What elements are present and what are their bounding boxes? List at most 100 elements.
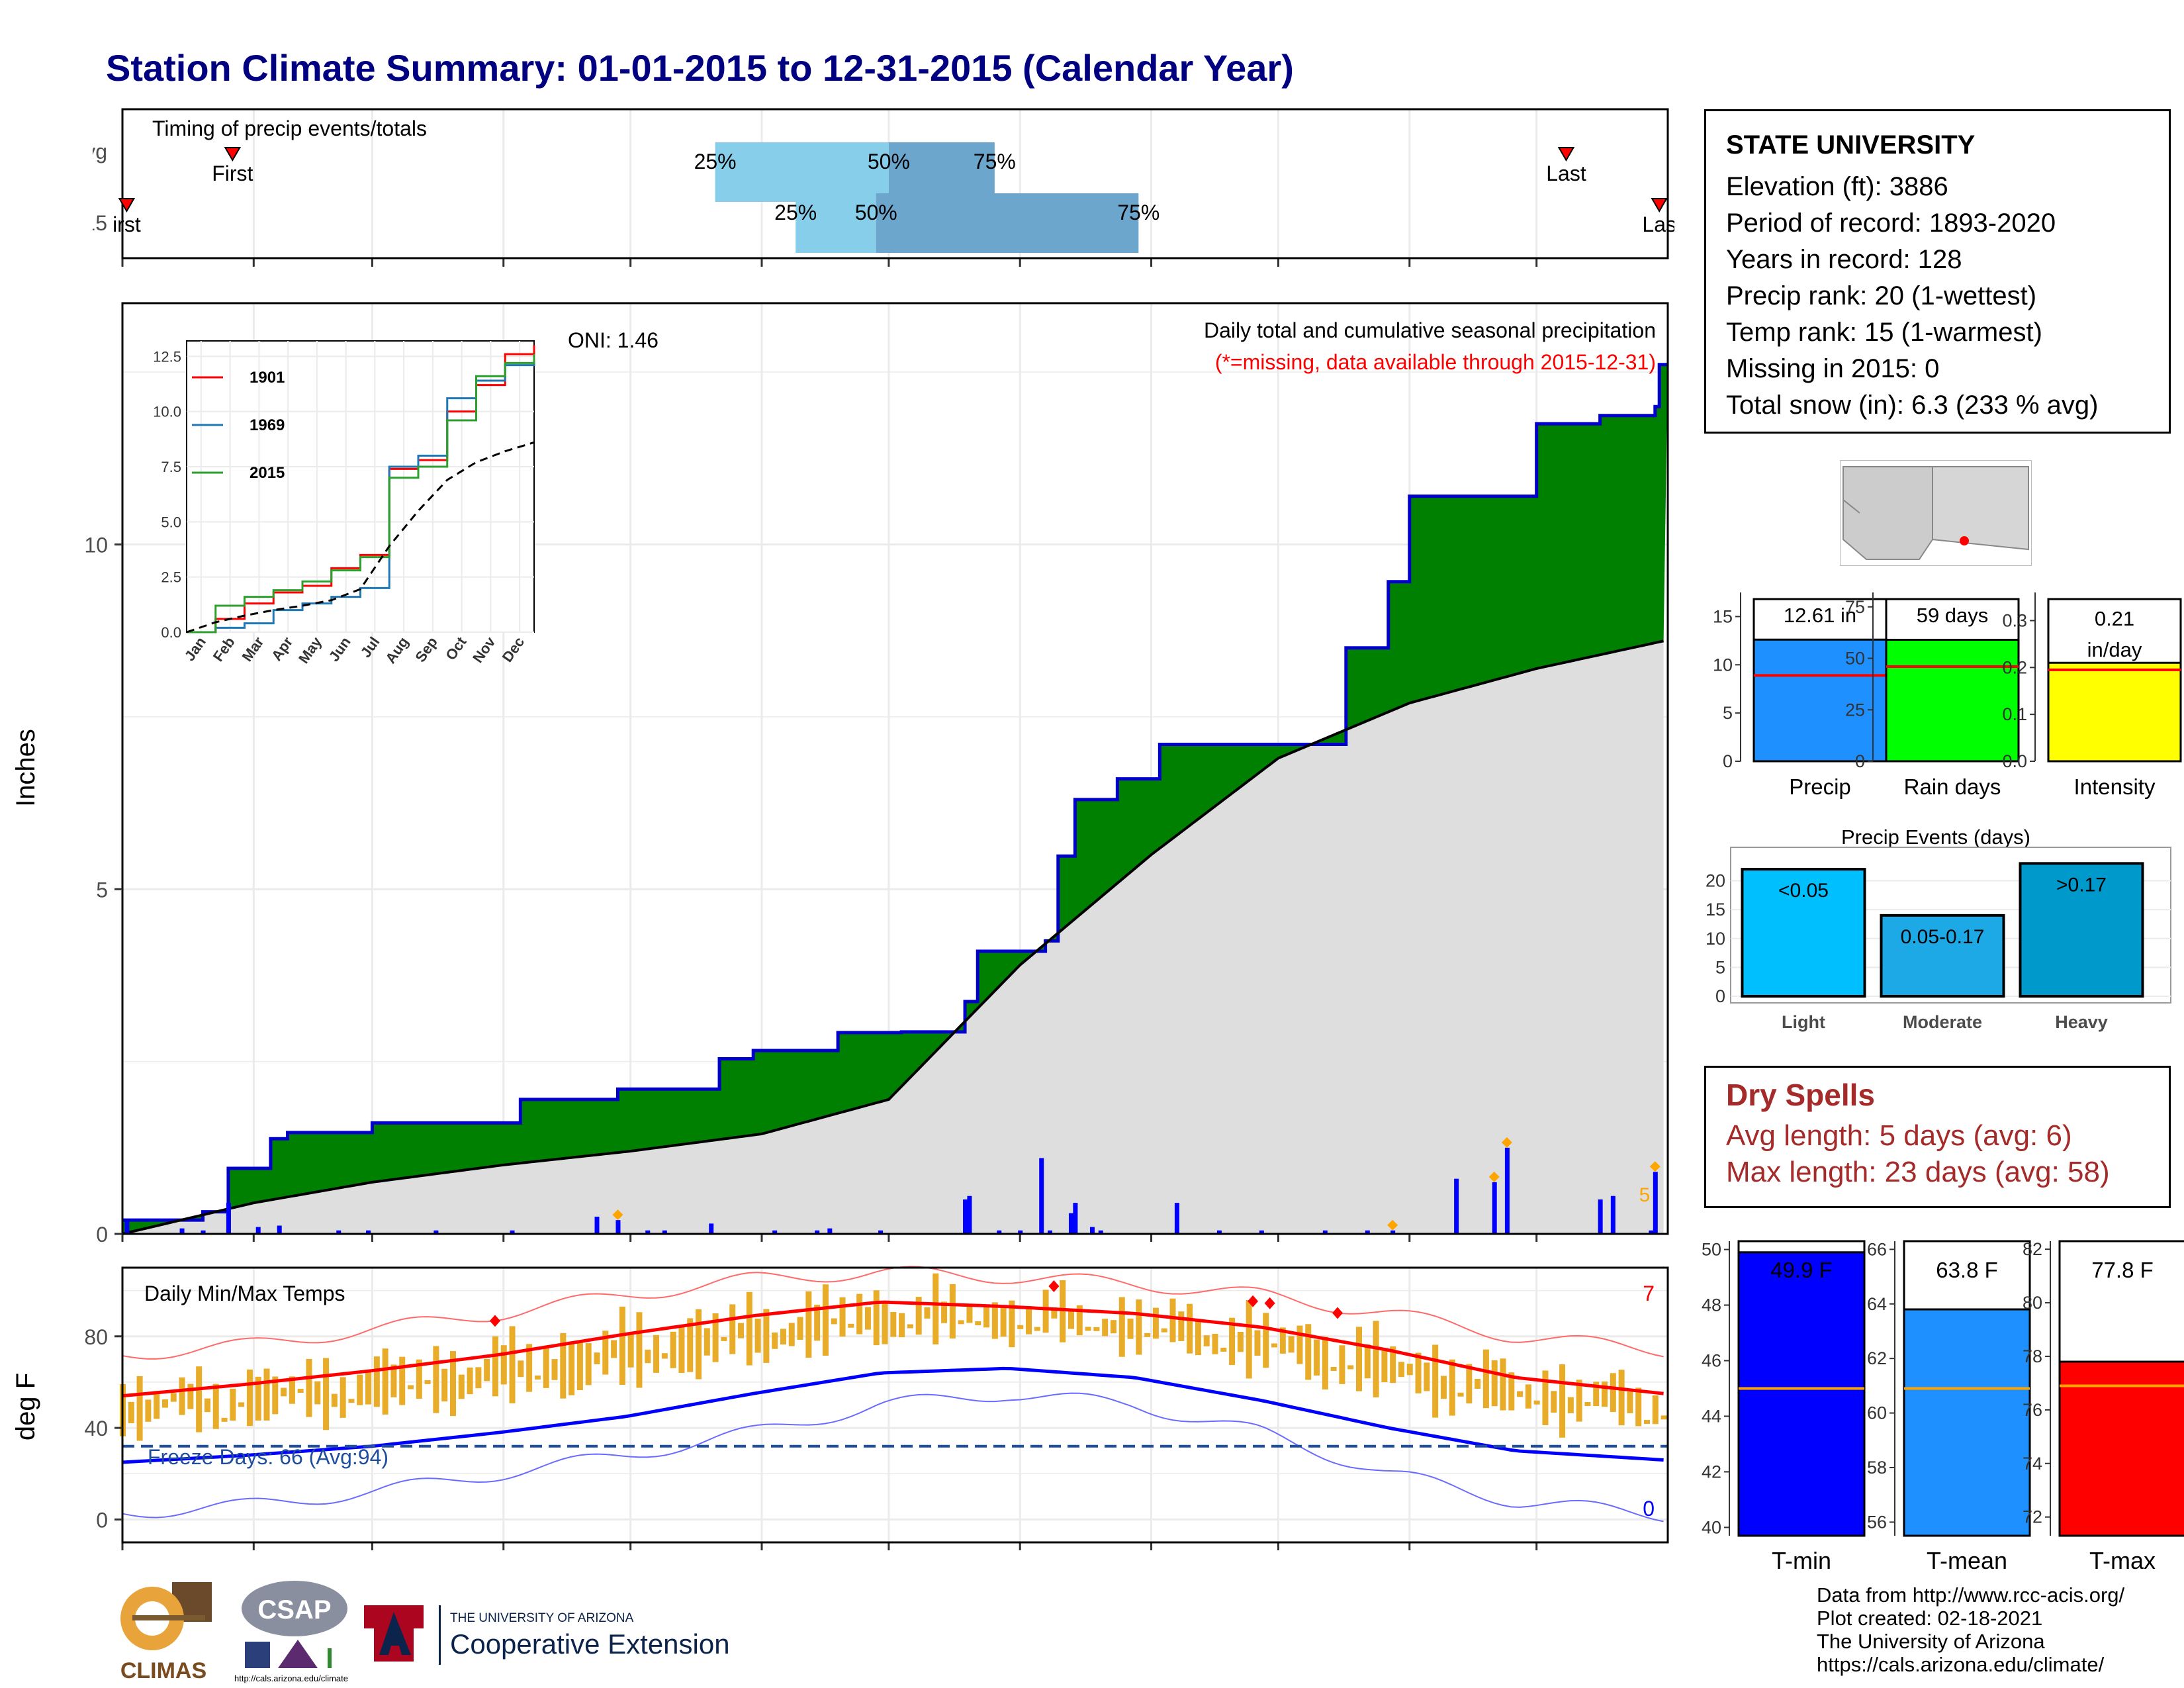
- daily-temp-range-bar: [805, 1291, 812, 1358]
- event-bar-moderate: [1880, 914, 2005, 998]
- daily-temp-range-bar: [255, 1376, 261, 1421]
- large-event-marker: [612, 1209, 623, 1221]
- daily-precip-bar: [662, 1230, 667, 1234]
- daily-temp-range-bar: [221, 1417, 228, 1422]
- daily-temp-range-bar: [382, 1348, 388, 1415]
- daily-temp-range-bar: [746, 1291, 752, 1366]
- daily-temp-range-bar: [1627, 1391, 1633, 1413]
- daily-temp-range-bar: [1279, 1327, 1286, 1354]
- precip-ytick-label: 15: [1713, 606, 1733, 626]
- large-event-marker: [1488, 1171, 1500, 1182]
- record-high-marker: [1264, 1297, 1275, 1309]
- dry-spells-box: Dry Spells Avg length: 5 days (avg: 6) M…: [1704, 1066, 2171, 1208]
- daily-temp-range-bar: [890, 1311, 897, 1337]
- inset-ytick-label: 0.0: [161, 624, 181, 641]
- daily-temp-range-bar: [958, 1320, 964, 1325]
- daily-temp-range-bar: [696, 1309, 702, 1380]
- daily-temp-range-bar: [1610, 1373, 1616, 1413]
- daily-precip-bar: [510, 1230, 515, 1234]
- timing-box-lower: [796, 193, 876, 253]
- daily-temp-range-bar: [1263, 1313, 1269, 1368]
- tmin-ytick-label: 46: [1702, 1351, 1721, 1371]
- tmax-ytick-label: 72: [2023, 1507, 2042, 1527]
- temp-title: Daily Min/Max Temps: [144, 1282, 345, 1305]
- daily-temp-range-bar: [433, 1346, 439, 1413]
- daily-temp-range-bar: [1297, 1325, 1303, 1364]
- tmax-ytick-label: 80: [2023, 1293, 2042, 1313]
- daily-temp-range-bar: [1415, 1352, 1422, 1393]
- daily-temp-range-bar: [340, 1377, 346, 1418]
- daily-temp-range-bar: [585, 1343, 592, 1385]
- last-event-marker: [1557, 147, 1575, 162]
- temp-ytick-label: 40: [84, 1417, 108, 1440]
- daily-precip-bar: [709, 1223, 714, 1234]
- daily-temp-range-bar: [1533, 1400, 1540, 1405]
- temp-yticks: 0 40 80: [84, 1325, 122, 1532]
- timing-panel: Timing of precip events/totals Avg 2015 …: [93, 108, 1674, 267]
- inset-xtick-label: May: [295, 633, 325, 667]
- events-ytick-label: 5: [1715, 957, 1725, 977]
- daily-temp-range-bar: [983, 1305, 990, 1328]
- inset-ytick-label: 7.5: [161, 459, 181, 475]
- daily-temp-range-bar: [1508, 1372, 1515, 1411]
- rain_days-ytick-label: 75: [1845, 597, 1865, 617]
- daily-temp-range-bar: [1567, 1397, 1574, 1413]
- daily-precip-bar: [1610, 1196, 1615, 1234]
- tmin-ytick-label: 50: [1702, 1240, 1721, 1260]
- daily-temp-range-bar: [822, 1284, 829, 1356]
- climas-logo-text: CLIMAS: [120, 1658, 206, 1683]
- daily-temp-range-bar: [314, 1381, 321, 1405]
- daily-temp-range-bar: [856, 1293, 863, 1335]
- daily-temp-range-bar: [1584, 1402, 1591, 1407]
- tmean-ytick-label: 60: [1867, 1403, 1887, 1423]
- daily-precip-bar: [815, 1230, 820, 1234]
- first-event-label: First: [212, 162, 253, 185]
- intensity-ytick-label: 0.1: [2002, 704, 2027, 724]
- daily-precip-bar: [1089, 1227, 1095, 1234]
- daily-temp-range-bar: [272, 1376, 279, 1415]
- daily-temp-range-bar: [611, 1340, 617, 1358]
- credit-plot-date: Plot created: 02-18-2021: [1817, 1607, 2043, 1630]
- inset-xtick-label: Nov: [469, 633, 499, 666]
- daily-temp-range-bar: [509, 1326, 516, 1403]
- precip-daily-bars: [124, 1137, 1661, 1234]
- daily-precip-bar: [201, 1230, 206, 1234]
- daily-temp-range-bar: [619, 1306, 625, 1385]
- daily-temp-range-bar: [467, 1367, 473, 1395]
- daily-temp-range-bar: [864, 1307, 871, 1330]
- events-ytick-label: 10: [1706, 929, 1725, 949]
- timing-title: Timing of precip events/totals: [152, 117, 427, 140]
- inset-xtick-label: Apr: [268, 633, 296, 664]
- daily-temp-range-bar: [1347, 1365, 1354, 1370]
- events-ytick-label: 0: [1715, 986, 1725, 1006]
- daily-temp-range-bar: [1195, 1319, 1201, 1356]
- station-period: Period of record: 1893-2020: [1726, 209, 2056, 238]
- daily-precip-bar: [1649, 1230, 1654, 1234]
- timing-box-upper: [888, 142, 995, 202]
- daily-temp-range-bar: [128, 1401, 134, 1423]
- daily-temp-range-bar: [687, 1318, 694, 1372]
- daily-temp-range-bar: [653, 1335, 660, 1373]
- daily-temp-range-bar: [1026, 1306, 1032, 1335]
- daily-temp-range-bar: [1229, 1317, 1236, 1366]
- daily-temp-range-bar: [712, 1313, 719, 1362]
- daily-precip-bar: [594, 1216, 600, 1234]
- state-shape: [1843, 466, 1933, 560]
- daily-temp-range-bar: [1339, 1345, 1345, 1384]
- inset-ytick-label: 12.5: [153, 348, 181, 365]
- station-temp-rank: Temp rank: 15 (1-warmest): [1726, 318, 2042, 347]
- daily-temp-range-bar: [399, 1356, 406, 1405]
- dry-spells-avg: Avg length: 5 days (avg: 6): [1726, 1119, 2072, 1152]
- daily-temp-range-bar: [534, 1375, 541, 1380]
- daily-temp-range-bar: [1220, 1347, 1227, 1352]
- station-years: Years in record: 128: [1726, 245, 1962, 274]
- events-ytick-label: 15: [1706, 900, 1725, 919]
- daily-temp-range-bar: [161, 1399, 168, 1408]
- timing-label-75: 75%: [1117, 201, 1160, 224]
- daily-temp-range-bar: [949, 1284, 956, 1339]
- daily-temp-range-bar: [797, 1317, 803, 1340]
- daily-temp-range-bar: [484, 1358, 490, 1382]
- tmax-label: T-max: [2089, 1547, 2156, 1574]
- timing-label-50: 50%: [855, 201, 897, 224]
